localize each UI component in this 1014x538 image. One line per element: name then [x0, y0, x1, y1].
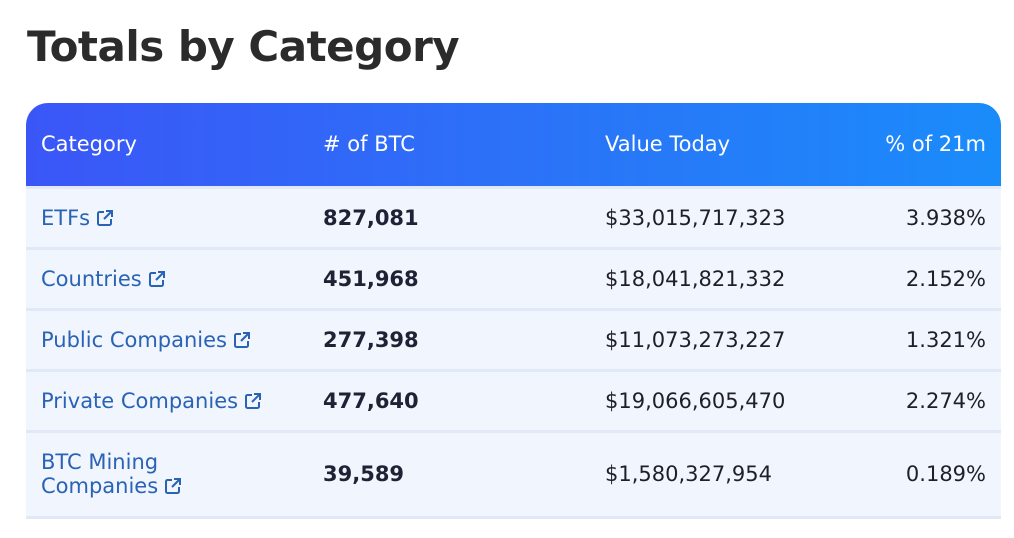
table-row: Public Companies 277,398 $11,073,273,227…	[26, 309, 1001, 370]
value-cell: $19,066,605,470	[605, 388, 786, 413]
category-link-label: BTC Mining Companies	[41, 450, 159, 498]
category-cell: BTC Mining Companies	[26, 431, 308, 517]
category-link-label: Countries	[41, 266, 142, 291]
percent-cell: 2.152%	[905, 266, 986, 291]
btc-cell: 451,968	[323, 266, 419, 291]
category-link-private-companies[interactable]: Private Companies	[41, 389, 262, 413]
value-cell: $18,041,821,332	[605, 266, 786, 291]
category-link-public-companies[interactable]: Public Companies	[41, 328, 251, 352]
table-row: ETFs 827,081 $33,015,717,323 3.938%	[26, 187, 1001, 248]
value-cell: $33,015,717,323	[605, 205, 786, 230]
category-link-label: ETFs	[41, 205, 91, 230]
header-category[interactable]: Category	[41, 132, 137, 157]
category-link-countries[interactable]: Countries	[41, 267, 166, 291]
btc-cell: 477,640	[323, 388, 419, 413]
category-link-btc-mining-companies[interactable]: BTC Mining Companies	[41, 450, 182, 498]
external-link-icon	[148, 270, 165, 287]
header-percent-of-21m[interactable]: % of 21m	[885, 132, 986, 157]
totals-table: Category # of BTC Value Today % of 21m E…	[26, 103, 1001, 519]
percent-cell: 1.321%	[905, 327, 986, 352]
header-btc[interactable]: # of BTC	[323, 132, 415, 157]
category-cell: ETFs	[26, 187, 308, 248]
category-link-label: Private Companies	[41, 388, 239, 413]
external-link-icon	[97, 209, 114, 226]
header-value-today[interactable]: Value Today	[605, 132, 731, 157]
page-title: Totals by Category	[27, 22, 460, 71]
percent-cell: 2.274%	[905, 388, 986, 413]
btc-cell: 827,081	[323, 205, 419, 230]
category-link-label: Public Companies	[41, 327, 227, 352]
btc-cell: 39,589	[323, 462, 405, 486]
external-link-icon	[165, 478, 182, 494]
external-link-icon	[234, 331, 250, 348]
percent-cell: 3.938%	[905, 205, 986, 230]
table-row: Private Companies 477,640 $19,066,605,47…	[26, 370, 1001, 431]
totals-table-container: Category # of BTC Value Today % of 21m E…	[26, 103, 1001, 519]
value-cell: $1,580,327,954	[605, 462, 772, 486]
btc-cell: 277,398	[323, 327, 419, 352]
category-link-etfs[interactable]: ETFs	[41, 206, 114, 230]
percent-cell: 0.189%	[905, 462, 986, 486]
table-header-row: Category # of BTC Value Today % of 21m	[26, 103, 1001, 187]
external-link-icon	[245, 392, 262, 409]
category-cell: Public Companies	[26, 309, 308, 370]
value-cell: $11,073,273,227	[605, 327, 786, 352]
category-cell: Private Companies	[26, 370, 308, 431]
table-row: Countries 451,968 $18,041,821,332 2.152%	[26, 248, 1001, 309]
category-cell: Countries	[26, 248, 308, 309]
table-row: BTC Mining Companies 39,589 $1,580,327,9…	[26, 431, 1001, 517]
